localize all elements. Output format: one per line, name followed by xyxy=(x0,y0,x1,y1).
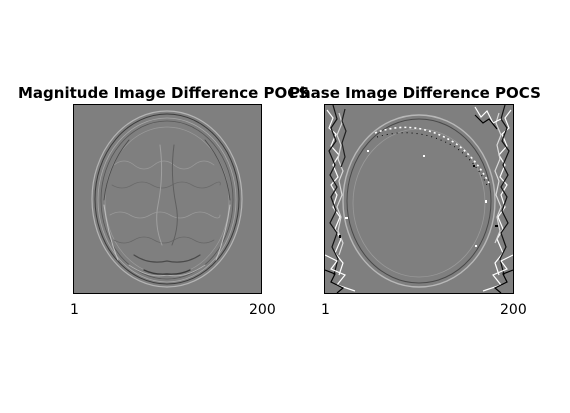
phase-x-tick-start: 1 xyxy=(321,302,330,318)
magnitude-x-tick-start: 1 xyxy=(70,302,79,318)
magnitude-difference-image xyxy=(73,104,262,294)
magnitude-title: Magnitude Image Difference POCS xyxy=(18,84,310,102)
phase-title: Phase Image Difference POCS xyxy=(289,84,541,102)
phase-difference-image xyxy=(324,104,514,294)
phase-x-tick-end: 200 xyxy=(500,302,527,318)
magnitude-x-tick-end: 200 xyxy=(249,302,276,318)
